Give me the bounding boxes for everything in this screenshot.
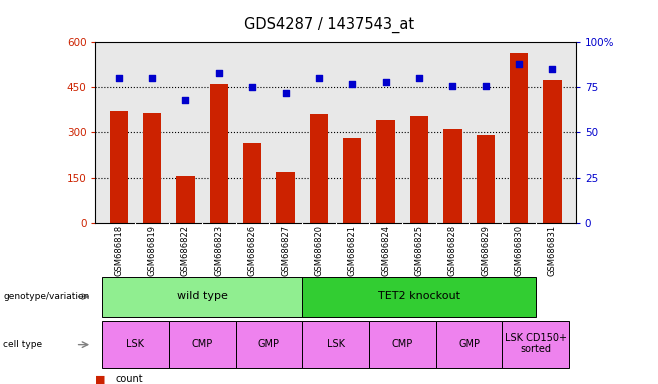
Text: GSM686829: GSM686829: [481, 225, 490, 276]
Point: [347, 81, 357, 87]
Text: LSK CD150+
sorted: LSK CD150+ sorted: [505, 333, 567, 354]
Bar: [410, 116, 428, 223]
Text: GSM686822: GSM686822: [181, 225, 190, 276]
Text: GSM686823: GSM686823: [215, 225, 223, 276]
Text: GSM686826: GSM686826: [247, 225, 257, 276]
Point: [280, 90, 291, 96]
Point: [447, 83, 457, 89]
Bar: [436, 321, 502, 368]
Bar: [143, 113, 161, 223]
Text: GSM686827: GSM686827: [281, 225, 290, 276]
Text: ■: ■: [95, 374, 106, 384]
Point: [514, 61, 524, 67]
Text: GSM686830: GSM686830: [515, 225, 524, 276]
Text: TET2 knockout: TET2 knockout: [378, 291, 460, 301]
Point: [113, 75, 124, 81]
Bar: [369, 321, 436, 368]
Text: count: count: [115, 374, 143, 384]
Bar: [102, 277, 302, 316]
Text: GMP: GMP: [258, 339, 280, 349]
Bar: [176, 176, 195, 223]
Bar: [443, 129, 461, 223]
Point: [180, 97, 191, 103]
Bar: [236, 321, 302, 368]
Text: wild type: wild type: [177, 291, 228, 301]
Text: GSM686828: GSM686828: [448, 225, 457, 276]
Text: GSM686824: GSM686824: [381, 225, 390, 276]
Bar: [102, 321, 169, 368]
Text: cell type: cell type: [3, 340, 42, 349]
Bar: [476, 136, 495, 223]
Bar: [302, 321, 369, 368]
Bar: [376, 121, 395, 223]
Text: GSM686825: GSM686825: [415, 225, 424, 276]
Text: CMP: CMP: [392, 339, 413, 349]
Text: genotype/variation: genotype/variation: [3, 292, 89, 301]
Text: GSM686820: GSM686820: [315, 225, 323, 276]
Text: GSM686819: GSM686819: [147, 225, 157, 276]
Point: [480, 83, 491, 89]
Text: GDS4287 / 1437543_at: GDS4287 / 1437543_at: [244, 17, 414, 33]
Bar: [210, 84, 228, 223]
Bar: [169, 321, 236, 368]
Bar: [276, 172, 295, 223]
Bar: [243, 143, 261, 223]
Text: GSM686831: GSM686831: [548, 225, 557, 276]
Point: [547, 66, 558, 73]
Point: [414, 75, 424, 81]
Text: CMP: CMP: [191, 339, 213, 349]
Bar: [502, 321, 569, 368]
Bar: [110, 111, 128, 223]
Bar: [544, 80, 561, 223]
Bar: [302, 277, 536, 316]
Text: LSK: LSK: [126, 339, 145, 349]
Bar: [310, 114, 328, 223]
Text: LSK: LSK: [326, 339, 345, 349]
Point: [147, 75, 157, 81]
Text: GSM686821: GSM686821: [348, 225, 357, 276]
Point: [214, 70, 224, 76]
Bar: [343, 139, 361, 223]
Text: GMP: GMP: [458, 339, 480, 349]
Point: [380, 79, 391, 85]
Point: [247, 84, 257, 91]
Text: GSM686818: GSM686818: [114, 225, 123, 276]
Point: [314, 75, 324, 81]
Bar: [510, 53, 528, 223]
